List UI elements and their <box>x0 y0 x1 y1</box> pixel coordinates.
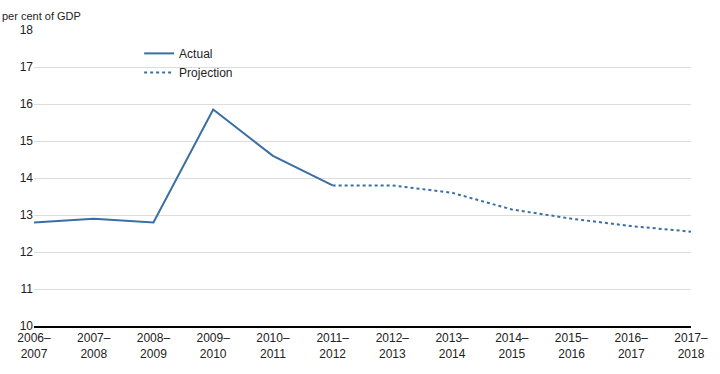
svg-text:13: 13 <box>20 208 34 222</box>
svg-text:2009–2010: 2009–2010 <box>196 331 230 361</box>
svg-text:12: 12 <box>20 245 34 259</box>
svg-text:18: 18 <box>20 23 34 37</box>
svg-text:2014–2015: 2014–2015 <box>495 331 529 361</box>
svg-text:10: 10 <box>20 319 34 333</box>
svg-text:2012–2013: 2012–2013 <box>376 331 410 361</box>
svg-text:2017–2018: 2017–2018 <box>674 331 708 361</box>
svg-text:2008–2009: 2008–2009 <box>137 331 171 361</box>
svg-text:2010–2011: 2010–2011 <box>256 331 290 361</box>
svg-text:17: 17 <box>20 60 34 74</box>
svg-text:2006–2007: 2006–2007 <box>17 331 51 361</box>
svg-text:2007–2008: 2007–2008 <box>77 331 111 361</box>
svg-text:Projection: Projection <box>179 66 232 80</box>
svg-text:2016–2017: 2016–2017 <box>615 331 649 361</box>
svg-text:11: 11 <box>21 282 34 296</box>
svg-text:2013–2014: 2013–2014 <box>435 331 469 361</box>
svg-text:15: 15 <box>20 134 34 148</box>
svg-text:2015–2016: 2015–2016 <box>555 331 589 361</box>
svg-text:14: 14 <box>20 171 34 185</box>
svg-text:16: 16 <box>20 97 34 111</box>
svg-text:per cent of GDP: per cent of GDP <box>2 10 81 22</box>
svg-text:2011–2012: 2011–2012 <box>316 331 349 361</box>
svg-text:Actual: Actual <box>179 47 212 61</box>
